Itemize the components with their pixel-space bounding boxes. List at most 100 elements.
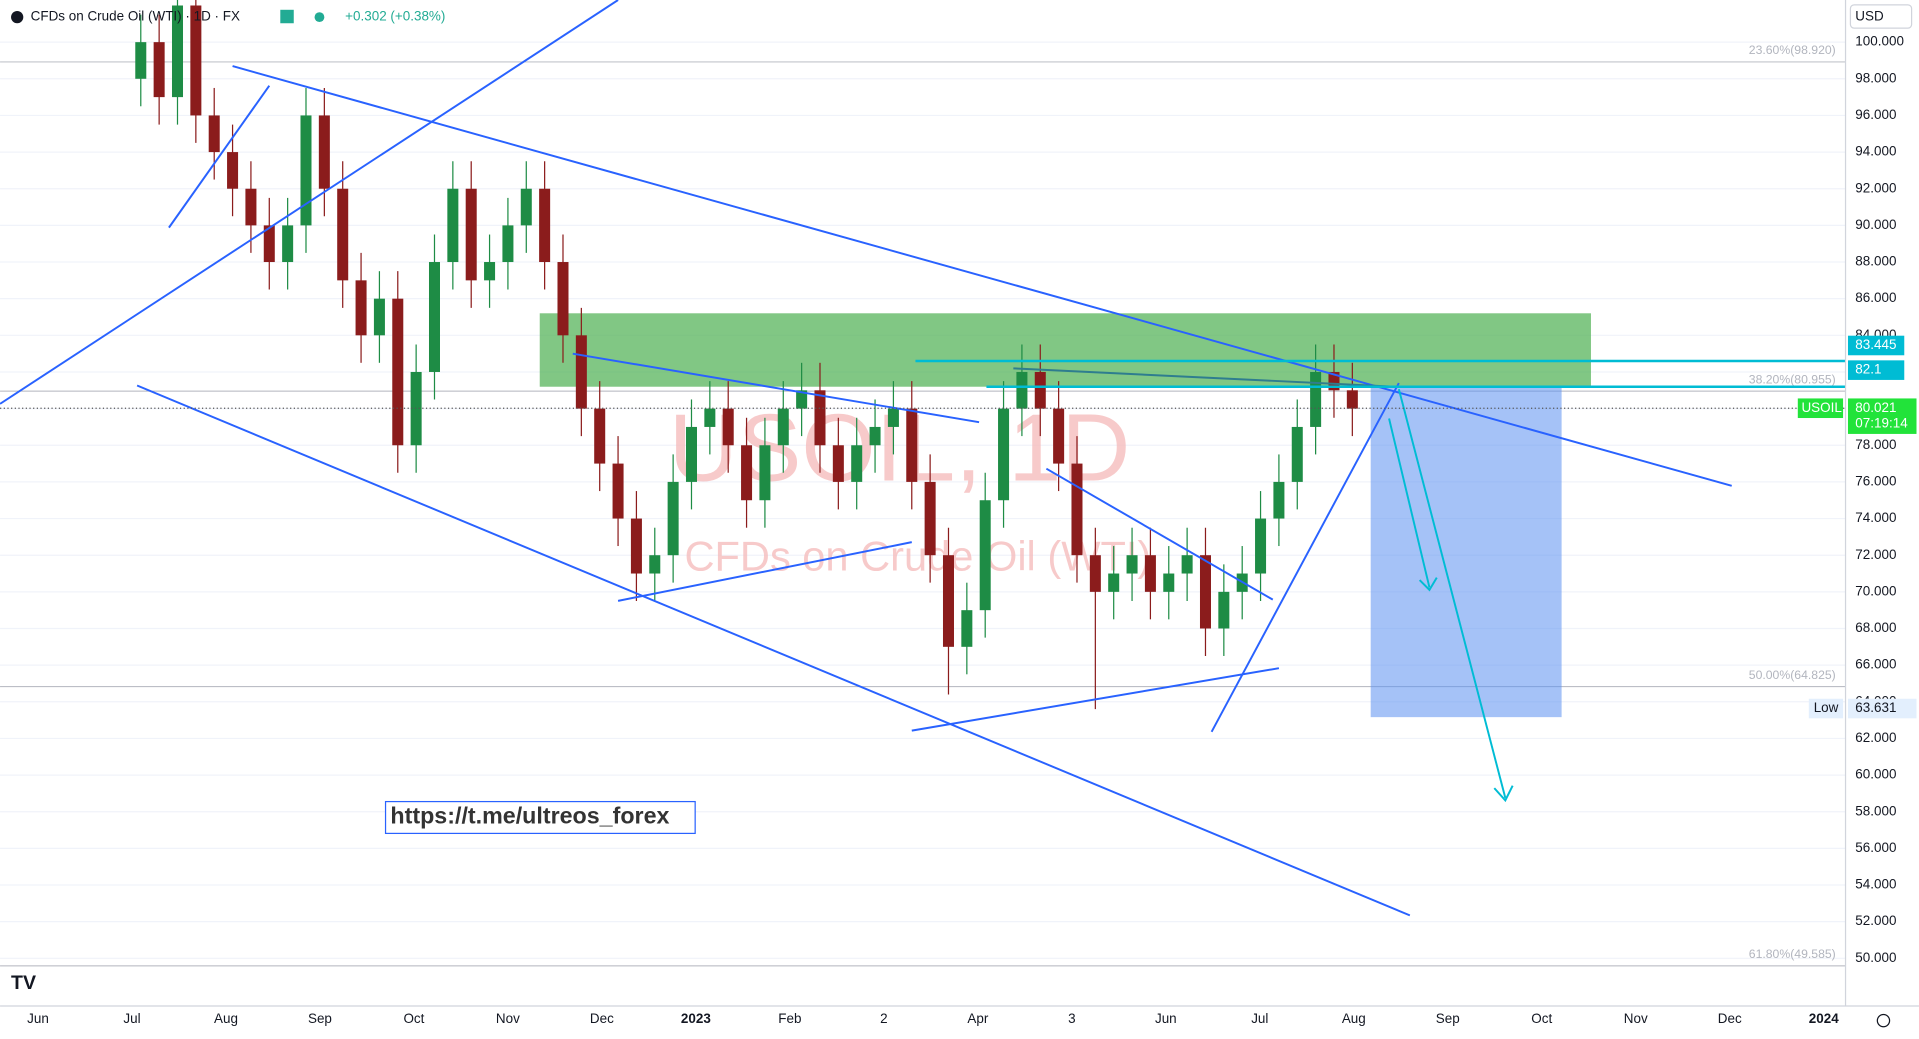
candle-body — [520, 188, 532, 226]
candle-body — [704, 408, 716, 427]
candle-body — [263, 225, 275, 263]
low-label: 63.631 — [1855, 700, 1896, 715]
x-tick-label: 2024 — [1809, 1011, 1839, 1026]
low-name-box — [1808, 698, 1844, 719]
y-tick-label: 52.000 — [1855, 913, 1896, 928]
last-price-name-box — [1797, 398, 1844, 419]
change: +0.302 (+0.38%) — [345, 9, 445, 24]
logo: TV — [11, 972, 36, 994]
x-tick-label: Nov — [496, 1011, 520, 1026]
candle-body — [1346, 390, 1358, 409]
candle-body — [539, 188, 551, 263]
price-marker-label: 83.445 — [1855, 337, 1896, 352]
candle-body — [1089, 555, 1101, 592]
y-tick-label: 88.000 — [1855, 254, 1896, 269]
low-name: Low — [1814, 700, 1839, 715]
candle-body — [1199, 555, 1211, 629]
candle-body — [887, 408, 899, 427]
fib-label: 50.00%(64.825) — [1749, 668, 1836, 682]
x-tick-label: 2023 — [681, 1011, 711, 1026]
candle-body — [667, 481, 679, 556]
fib-label: 38.20%(80.955) — [1749, 372, 1836, 386]
candle-body — [465, 188, 477, 281]
candle-body — [1126, 555, 1138, 574]
candle-body — [942, 555, 954, 647]
y-tick-label: 70.000 — [1855, 583, 1896, 598]
fib-label: 61.80%(49.585) — [1749, 947, 1836, 961]
countdown: 07:19:14 — [1855, 416, 1908, 431]
market-icon — [280, 9, 294, 24]
x-tick-label: Jul — [123, 1011, 140, 1026]
x-tick-label: Jul — [1251, 1011, 1268, 1026]
price-marker-label: 82.1 — [1855, 362, 1881, 377]
candle-body — [685, 426, 697, 482]
y-tick-label: 50.000 — [1855, 950, 1896, 965]
last-price-box — [1847, 398, 1917, 434]
supply-zone — [539, 313, 1591, 387]
forecast-arrows — [1388, 388, 1514, 803]
candle-body — [557, 262, 569, 336]
currency[interactable]: USD — [1855, 9, 1884, 24]
candle-body — [1255, 518, 1267, 574]
candle-body — [484, 262, 496, 281]
y-tick-label: 76.000 — [1855, 473, 1896, 488]
candle-body — [796, 390, 808, 409]
candle-body — [300, 115, 312, 226]
x-tick-label: Nov — [1624, 1011, 1648, 1026]
x-tick-label: Oct — [1531, 1011, 1552, 1026]
last-price-name: USOIL — [1801, 400, 1842, 415]
candle-body — [1034, 371, 1046, 409]
x-tick-label: Jun — [27, 1011, 49, 1026]
candles — [135, 0, 1358, 710]
y-tick-label: 72.000 — [1855, 547, 1896, 562]
candle-body — [502, 225, 514, 263]
candle-body — [1218, 591, 1230, 629]
x-tick-label: Jun — [1155, 1011, 1177, 1026]
price-marker — [1847, 335, 1905, 356]
candle-body — [998, 408, 1010, 501]
candle-body — [355, 280, 367, 336]
candle-body — [869, 426, 881, 446]
y-tick-label: 62.000 — [1855, 730, 1896, 745]
grid: 23.60%(98.920) 38.20%(80.955) 50.00%(64.82… — [0, 41, 1846, 967]
y-tick-label: 54.000 — [1855, 877, 1896, 892]
candle-body — [428, 262, 440, 372]
candle-body — [924, 481, 936, 556]
candle-body — [282, 225, 294, 263]
candle-body — [135, 42, 147, 79]
x-tick-label: Sep — [308, 1011, 332, 1026]
x-tick-label: Dec — [1718, 1011, 1742, 1026]
candle-body — [594, 408, 606, 464]
candle-body — [1016, 371, 1028, 409]
y-tick-label: 56.000 — [1855, 840, 1896, 855]
y-tick-label: 58.000 — [1855, 803, 1896, 818]
price-marker — [1847, 360, 1905, 380]
candle-body — [208, 115, 220, 153]
x-tick-label: Oct — [403, 1011, 424, 1026]
candle-body — [832, 445, 844, 482]
y-tick-label: 78.000 — [1855, 437, 1896, 452]
x-tick-label: Feb — [778, 1011, 801, 1026]
x-tick-label: Sep — [1436, 1011, 1460, 1026]
candle-body — [777, 408, 789, 446]
y-tick-label: 90.000 — [1855, 217, 1896, 232]
currency-button[interactable] — [1849, 4, 1913, 29]
candle-body — [1144, 555, 1156, 592]
candle-body — [630, 518, 642, 574]
settings-icon[interactable] — [1876, 1013, 1891, 1028]
candle-body — [1053, 408, 1065, 464]
candle-body — [227, 152, 239, 189]
candle-body — [906, 408, 918, 482]
candle-body — [447, 188, 459, 263]
link-box — [384, 800, 696, 835]
candle-body — [1273, 481, 1285, 519]
y-tick-label: 86.000 — [1855, 290, 1896, 305]
y-tick-label: 74.000 — [1855, 510, 1896, 525]
candle-body — [1328, 371, 1340, 391]
trend-lines — [0, 0, 1732, 917]
x-tick-label: 3 — [1068, 1011, 1075, 1026]
candle-body — [153, 42, 165, 98]
candle-body — [245, 188, 257, 226]
